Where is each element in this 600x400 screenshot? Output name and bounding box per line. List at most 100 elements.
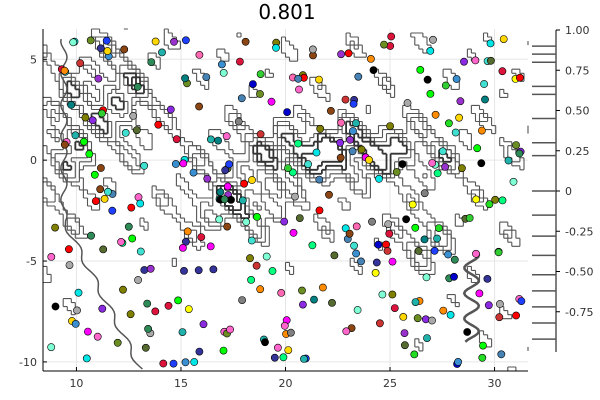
- scatter-point: [146, 264, 155, 273]
- scatter-point: [429, 35, 437, 44]
- scatter-point: [454, 357, 462, 366]
- scatter-point: [349, 127, 357, 135]
- scatter-point: [247, 275, 255, 284]
- scatter-point: [172, 135, 181, 144]
- scatter-point: [90, 170, 99, 179]
- scatter-point: [353, 306, 362, 314]
- scatter-point: [315, 206, 324, 215]
- y-tick-label: -5: [26, 255, 37, 268]
- scatter-point: [96, 185, 105, 194]
- scatter-point: [174, 296, 182, 305]
- scatter-point: [190, 358, 199, 366]
- scatter-point: [344, 49, 353, 58]
- scatter-point: [471, 56, 480, 65]
- scatter-point: [499, 35, 508, 43]
- scatter-point: [498, 67, 507, 76]
- scatter-point: [304, 160, 312, 169]
- scatter-point: [234, 117, 243, 126]
- scatter-point: [141, 343, 150, 352]
- axes: 10 15 20 25 30 -10 -5 0 5: [19, 29, 528, 390]
- scatter-point: [206, 135, 215, 144]
- scatter-point: [252, 261, 261, 270]
- scatter-point: [195, 51, 204, 59]
- scatter-point: [384, 220, 393, 228]
- scatter-point: [284, 346, 293, 354]
- scatter-point: [420, 235, 429, 244]
- scatter-point: [91, 197, 100, 205]
- scatter-point: [215, 215, 224, 224]
- scatter-point: [380, 40, 388, 49]
- scatter-point: [65, 245, 73, 254]
- scatter-point: [225, 160, 233, 169]
- scatter-point: [295, 214, 304, 222]
- scatter-point: [99, 245, 108, 254]
- scatter-point: [433, 169, 442, 178]
- scatter-point: [330, 251, 339, 260]
- scatter-point: [383, 246, 392, 255]
- chart-title: 0.801: [258, 0, 315, 24]
- scatter-point: [184, 305, 193, 313]
- scatter-point: [463, 328, 472, 336]
- scatter-point: [222, 132, 231, 141]
- scatter-point: [291, 192, 299, 201]
- scatter-point: [113, 338, 122, 347]
- scatter-point: [178, 328, 187, 336]
- scatter-point: [408, 200, 417, 209]
- scatter-point: [392, 168, 401, 176]
- scatter-point: [227, 195, 235, 204]
- scatter-point: [129, 112, 138, 120]
- scatter-point: [98, 304, 107, 313]
- scatter-point: [108, 206, 117, 215]
- scatter-point: [261, 338, 269, 347]
- scatter-point: [121, 128, 130, 137]
- scatter-points: [47, 32, 526, 368]
- colorbar-tick-label: 0: [565, 185, 572, 198]
- scatter-point: [352, 249, 360, 258]
- scatter-point: [235, 57, 244, 66]
- scatter-point: [80, 137, 88, 146]
- scatter-point: [411, 298, 420, 306]
- scatter-point: [441, 81, 450, 90]
- scatter-point: [326, 107, 335, 115]
- colorbar-tick-label: 1.00: [565, 24, 590, 37]
- scatter-point: [237, 94, 246, 103]
- scatter-point: [498, 196, 507, 205]
- scatter-point: [457, 164, 466, 173]
- contour-line: [60, 39, 143, 370]
- scatter-point: [512, 141, 520, 149]
- scatter-point: [402, 215, 410, 224]
- scatter-point: [102, 36, 111, 45]
- scatter-point: [164, 301, 173, 310]
- scatter-point: [484, 301, 493, 310]
- scatter-point: [286, 328, 295, 337]
- scatter-point: [298, 300, 307, 309]
- scatter-point: [195, 347, 204, 356]
- scatter-point: [242, 217, 251, 226]
- scatter-point: [166, 105, 175, 114]
- scatter-point: [342, 327, 351, 336]
- scatter-point: [411, 223, 420, 232]
- scatter-point: [516, 73, 524, 82]
- contour-line: [62, 72, 453, 219]
- scatter-point: [181, 358, 190, 367]
- scatter-point: [346, 135, 354, 144]
- scatter-point: [47, 343, 56, 352]
- scatter-point: [426, 47, 435, 55]
- scatter-point: [143, 299, 152, 308]
- scatter-point: [93, 332, 102, 341]
- scatter-point: [455, 113, 463, 122]
- scatter-point: [444, 119, 453, 128]
- scatter-point: [51, 302, 60, 311]
- x-tick-label: 20: [279, 377, 293, 390]
- colorbar-tick-label: 0.50: [565, 105, 590, 118]
- scatter-point: [328, 298, 336, 307]
- scatter-point: [426, 90, 435, 98]
- scatter-point: [217, 60, 226, 69]
- scatter-point: [279, 353, 288, 362]
- colorbar-tick-label: -0.75: [565, 306, 593, 319]
- scatter-point: [371, 268, 380, 277]
- scatter-point: [325, 190, 333, 199]
- scatter-point: [277, 288, 286, 297]
- scatter-point: [288, 168, 297, 177]
- y-tick-label: 0: [30, 154, 37, 167]
